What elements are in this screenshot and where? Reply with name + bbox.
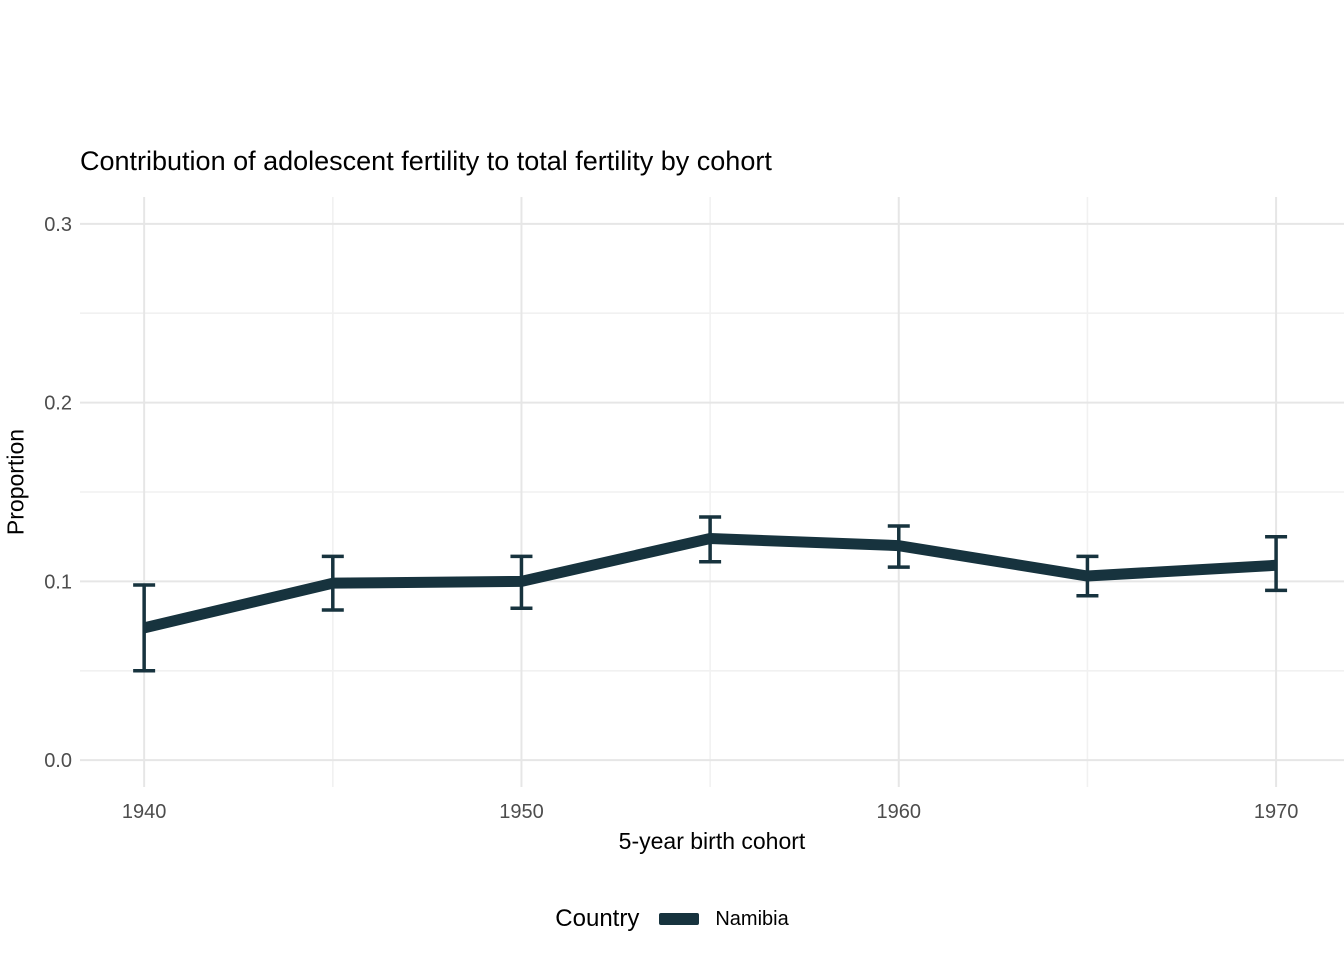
chart-title: Contribution of adolescent fertility to …	[80, 146, 772, 176]
x-tick-label: 1950	[499, 801, 544, 823]
legend-title: Country	[555, 905, 640, 932]
legend-line-swatch-icon	[659, 913, 700, 925]
y-tick-label: 0.0	[44, 750, 72, 772]
x-tick-labels: 1940 1950 1960 1970	[122, 801, 1298, 823]
y-tick-labels: 0.0 0.1 0.2 0.3	[44, 214, 72, 772]
y-tick-label: 0.2	[44, 393, 72, 415]
x-tick-label: 1960	[877, 801, 922, 823]
x-tick-label: 1940	[122, 801, 167, 823]
y-axis-title: Proportion	[2, 428, 29, 536]
series-line	[142, 532, 1277, 634]
y-tick-label: 0.1	[44, 571, 72, 593]
legend-item-label: Namibia	[715, 907, 789, 930]
x-axis-title: 5-year birth cohort	[618, 828, 806, 854]
legend-item-namibia: Namibia	[659, 907, 789, 931]
x-tick-label: 1970	[1254, 801, 1299, 823]
gridlines-minor	[80, 197, 1344, 787]
gridlines-major	[80, 197, 1344, 787]
y-tick-label: 0.3	[44, 214, 72, 236]
legend: Country Namibia	[0, 905, 1344, 933]
